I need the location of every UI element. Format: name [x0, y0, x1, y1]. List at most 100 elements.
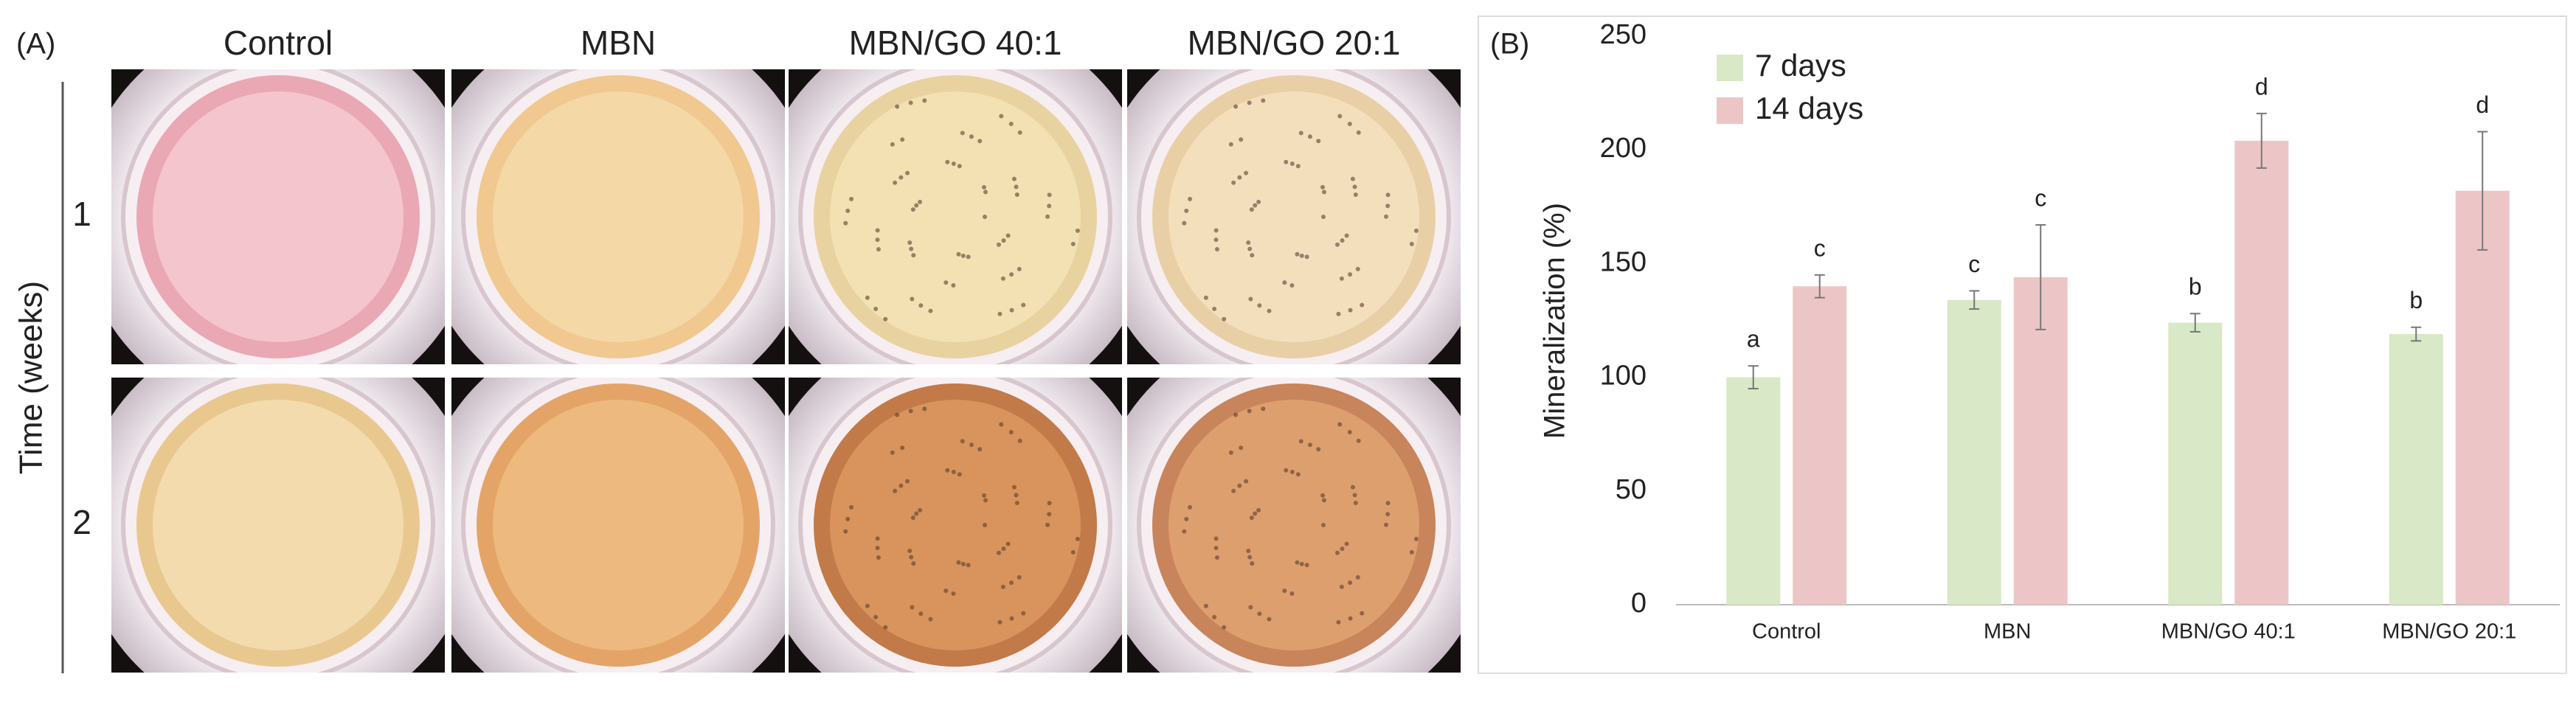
mineral-dot: [1385, 204, 1391, 209]
mineral-dot: [907, 240, 913, 246]
mineral-dot: [1000, 276, 1005, 281]
mineral-dot: [982, 493, 987, 498]
mineral-dot: [911, 253, 916, 258]
mineral-dot: [1307, 134, 1312, 139]
x-tick-label: Control: [1752, 620, 1821, 644]
mineral-dot: [1222, 625, 1227, 630]
mineral-dot: [960, 439, 965, 444]
mineral-dot: [1014, 493, 1019, 498]
mineral-dot: [1348, 616, 1353, 621]
mineral-dot: [1014, 184, 1019, 190]
mineral-dot: [1250, 561, 1255, 566]
mineral-dot: [1247, 555, 1253, 560]
bar: [1726, 377, 1781, 605]
mineral-dot: [1339, 584, 1344, 589]
mineral-dot: [1213, 536, 1219, 541]
mineral-dot: [1233, 104, 1239, 109]
mineral-dot: [1256, 507, 1261, 513]
mineral-dot: [1228, 142, 1233, 147]
mineral-dot: [1385, 192, 1391, 198]
mineral-dot: [1009, 308, 1014, 313]
mineral-dot: [1320, 493, 1326, 498]
chart-frame: [1478, 15, 2567, 674]
mineral-dot: [1045, 522, 1050, 527]
mineral-dot: [890, 450, 895, 455]
mineral-dot: [1188, 504, 1193, 510]
mineral-dot: [1321, 190, 1326, 195]
mineral-dot: [1298, 131, 1303, 136]
mineral-dot: [1409, 549, 1414, 555]
mineral-dot: [1385, 512, 1391, 517]
mineral-dot: [899, 483, 904, 488]
mineral-dot: [905, 479, 910, 484]
mineral-dot: [876, 555, 881, 560]
mineral-dot: [1289, 282, 1295, 288]
mineral-dot: [1184, 208, 1189, 213]
y-tick-label: 150: [1600, 246, 1647, 277]
mineral-dot: [1244, 170, 1249, 176]
x-tick-label: MBN/GO 20:1: [2382, 620, 2516, 644]
mineral-dot: [1355, 574, 1360, 580]
mineral-dot: [983, 523, 987, 527]
photo: [789, 378, 1122, 673]
mineral-dot: [875, 228, 880, 233]
photo: [789, 69, 1122, 364]
mineral-dot: [1321, 523, 1326, 527]
mineral-dot: [875, 546, 880, 551]
mineral-dot: [910, 207, 915, 212]
mineral-dot: [908, 409, 913, 414]
mineral-dot: [1352, 493, 1357, 498]
mineral-dot: [910, 515, 915, 521]
mineral-dot: [1295, 472, 1301, 477]
mineral-dot: [865, 295, 870, 300]
well-content: [153, 400, 404, 650]
bar: [1947, 299, 2001, 605]
mineral-dot: [969, 134, 974, 139]
panel-label: (A): [16, 28, 55, 60]
mineral-dot: [1000, 584, 1005, 589]
mineral-dot: [909, 246, 914, 251]
mineral-dot: [1299, 253, 1304, 258]
mineral-dot: [1347, 430, 1352, 435]
photo: [111, 69, 445, 364]
mineral-dot: [1014, 192, 1019, 197]
mineral-dot: [997, 311, 1003, 316]
mineral-dot: [1360, 302, 1365, 308]
mineral-dot: [1360, 611, 1365, 616]
mineral-dot: [1213, 237, 1219, 243]
mineral-dot: [914, 203, 919, 208]
mineral-dot: [1337, 114, 1343, 119]
mineral-dot: [1247, 100, 1252, 105]
mineral-dot: [900, 445, 905, 451]
mineral-dot: [865, 603, 870, 608]
mineral-dot: [908, 100, 913, 105]
mineral-dot: [1228, 450, 1233, 455]
mineral-dot: [997, 619, 1003, 625]
mineral-dot: [1184, 516, 1189, 521]
significance-letter: c: [1814, 235, 1826, 261]
x-tick-label: MBN: [1984, 620, 2031, 644]
mineral-dot: [977, 139, 983, 144]
mineral-dot: [845, 208, 851, 213]
mineral-dot: [1247, 246, 1253, 251]
mineral-dot: [1409, 241, 1414, 246]
mineral-dot: [922, 98, 927, 103]
mineral-dot: [845, 516, 851, 521]
mineral-dot: [1282, 280, 1287, 285]
mineral-dot: [956, 560, 961, 565]
bar: [2234, 140, 2289, 605]
significance-letter: b: [2189, 274, 2202, 300]
mineral-dot: [849, 196, 854, 201]
mineral-dot: [1005, 541, 1011, 546]
mineral-dot: [1214, 247, 1219, 252]
y-tick-label: 200: [1600, 133, 1647, 164]
mineral-dot: [999, 422, 1004, 427]
photo: [111, 378, 445, 673]
mineral-dot: [1203, 295, 1208, 300]
mineral-dot: [1295, 164, 1301, 169]
mineral-dot: [1304, 254, 1309, 260]
mineral-dot: [944, 280, 949, 285]
mineral-dot: [1233, 412, 1239, 417]
